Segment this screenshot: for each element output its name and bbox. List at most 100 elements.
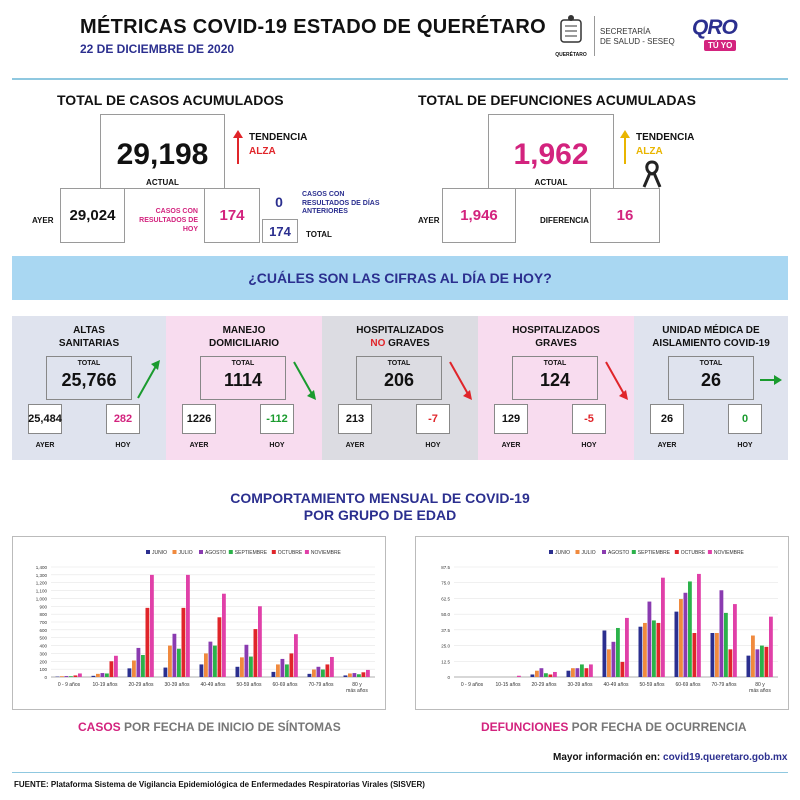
header-divider <box>12 78 788 80</box>
casos-total-value: 174 <box>269 223 291 239</box>
panel-title-line2: GRAVES <box>535 338 577 349</box>
panel-hoy-box: -5 <box>572 404 606 434</box>
casos-chart: 0 100 200 300 400 500 600 700 800 900 1,000 1,100 1,… <box>12 536 386 710</box>
legend-label: SEPTIEMBRE <box>235 550 268 556</box>
bar <box>530 674 535 677</box>
x-tick-label: más años <box>346 688 368 694</box>
bar <box>647 601 652 677</box>
def-actual-value: 1,962 <box>513 138 589 171</box>
bar <box>114 655 118 677</box>
bar <box>141 655 145 677</box>
panel-title: UNIDAD MÉDICA DE AISLAMIENTO COVID-19 <box>634 324 788 350</box>
y-tick-label: 0 <box>447 675 450 680</box>
legend-label: JULIO <box>179 550 193 556</box>
panel-hoy-box: 282 <box>106 404 140 434</box>
bar <box>674 611 679 677</box>
y-tick-label: 50.0 <box>441 612 450 617</box>
bar <box>150 574 154 677</box>
bar <box>145 607 150 677</box>
casos-ayer-value: 29,024 <box>69 207 116 224</box>
y-tick-label: 500 <box>39 636 47 641</box>
def-trend-value: ALZA <box>636 146 663 157</box>
legend-label: JUNIO <box>152 550 167 556</box>
bar <box>517 675 521 677</box>
bar <box>652 620 656 677</box>
panel-hoy-value: -112 <box>266 413 288 425</box>
logo-divider <box>594 16 595 56</box>
bar <box>584 668 589 677</box>
bar <box>100 673 105 677</box>
legend-label: SEPTIEMBRE <box>638 550 671 556</box>
x-tick-label: 30-39 años <box>567 682 593 688</box>
bar <box>643 622 647 677</box>
casos-caption-rest: POR FECHA DE INICIO DE SÍNTOMAS <box>120 720 341 734</box>
panel-total-label: TOTAL <box>77 360 101 367</box>
secretaria-line2: DE SALUD - SESEQ <box>600 37 675 46</box>
bar <box>616 627 620 677</box>
bar <box>589 664 593 677</box>
panel-hoy-value: -7 <box>428 413 438 425</box>
x-tick-label: 10-15 años <box>495 682 521 688</box>
comportamiento-line1: COMPORTAMIENTO MENSUAL DE COVID-19 <box>230 490 530 506</box>
casos-trend-up-arrow-icon <box>233 130 243 164</box>
panel-title-line1: UNIDAD MÉDICA DE <box>662 325 760 336</box>
bar <box>244 644 249 677</box>
casos-hoy-label: CASOS CON RESULTADOS DE HOY <box>139 208 198 233</box>
bar <box>751 635 755 677</box>
x-tick-label: 70-79 años <box>711 682 737 688</box>
bar <box>91 675 96 677</box>
y-tick-label: 1,100 <box>36 589 48 594</box>
panel-title: HOSPITALIZADOS GRAVES <box>478 324 634 350</box>
y-tick-label: 700 <box>39 620 47 625</box>
def-actual-label: ACTUAL <box>534 178 568 187</box>
legend-swatch <box>271 550 276 554</box>
legend-label: NOVIEMBRE <box>311 550 342 556</box>
casos-anteriores-value: 0 <box>275 194 283 210</box>
y-tick-label: 62.5 <box>441 596 450 601</box>
y-tick-label: 600 <box>39 628 47 633</box>
x-tick-label: 40-49 años <box>603 682 629 688</box>
legend-swatch <box>146 550 150 554</box>
panel-title-line1: HOSPITALIZADOS <box>356 325 444 336</box>
def-dif-label: DIFERENCIA <box>540 216 589 225</box>
bar <box>249 656 253 677</box>
panel-title-line2: NO GRAVES <box>322 337 478 350</box>
more-info-link[interactable]: covid19.queretaro.gob.mx <box>663 752 788 763</box>
panel-ayer-value: 25,484 <box>28 413 62 425</box>
panel-total-box <box>668 356 754 400</box>
bar <box>177 648 181 677</box>
panel-total-value: 26 <box>700 370 722 390</box>
qro-text: QRO <box>692 16 738 39</box>
panel-ayer-box: 213 <box>338 404 372 434</box>
panel-trend-down-arrow-icon <box>293 361 316 400</box>
panel-4: UNIDAD MÉDICA DE AISLAMIENTO COVID-19 TOTA… <box>634 316 788 460</box>
panel-total-value: 124 <box>539 370 571 390</box>
y-tick-label: 0 <box>44 675 47 680</box>
legend-swatch <box>304 550 309 554</box>
bar <box>692 633 697 677</box>
bar <box>575 668 580 677</box>
bar <box>760 645 764 677</box>
panel-3: HOSPITALIZADOS GRAVES TOTAL 124 129 -5 AYER HOY <box>478 316 634 460</box>
panel-ayer-value: 1226 <box>186 413 212 425</box>
bar <box>769 616 773 677</box>
legend-swatch <box>199 550 203 554</box>
bar <box>764 646 769 677</box>
bar <box>181 607 186 677</box>
bar <box>366 669 370 677</box>
def-ayer-box: 1,946 <box>442 188 516 243</box>
question-banner: ¿CUÁLES SON LAS CIFRAS AL DÍA DE HOY? <box>12 256 788 300</box>
panel-trend-up-arrow-icon <box>137 360 160 399</box>
panel-ayer-value: 26 <box>660 413 674 425</box>
x-tick-label: 0 - 9 años <box>461 682 484 688</box>
comportamiento-line2: POR GRUPO DE EDAD <box>303 507 457 523</box>
panel-total-box <box>46 356 132 400</box>
y-tick-label: 400 <box>39 644 47 649</box>
panel-ayer-label: AYER <box>345 442 365 449</box>
panel-hoy-label: HOY <box>115 442 131 449</box>
y-tick-label: 100 <box>39 667 47 672</box>
bar <box>312 669 316 677</box>
bar <box>544 673 548 677</box>
bar <box>719 590 724 677</box>
defunciones-chart: 0 12.5 25.0 37.5 50.0 62.5 75.0 87.5 JUNIO JULIO A… <box>415 536 789 710</box>
